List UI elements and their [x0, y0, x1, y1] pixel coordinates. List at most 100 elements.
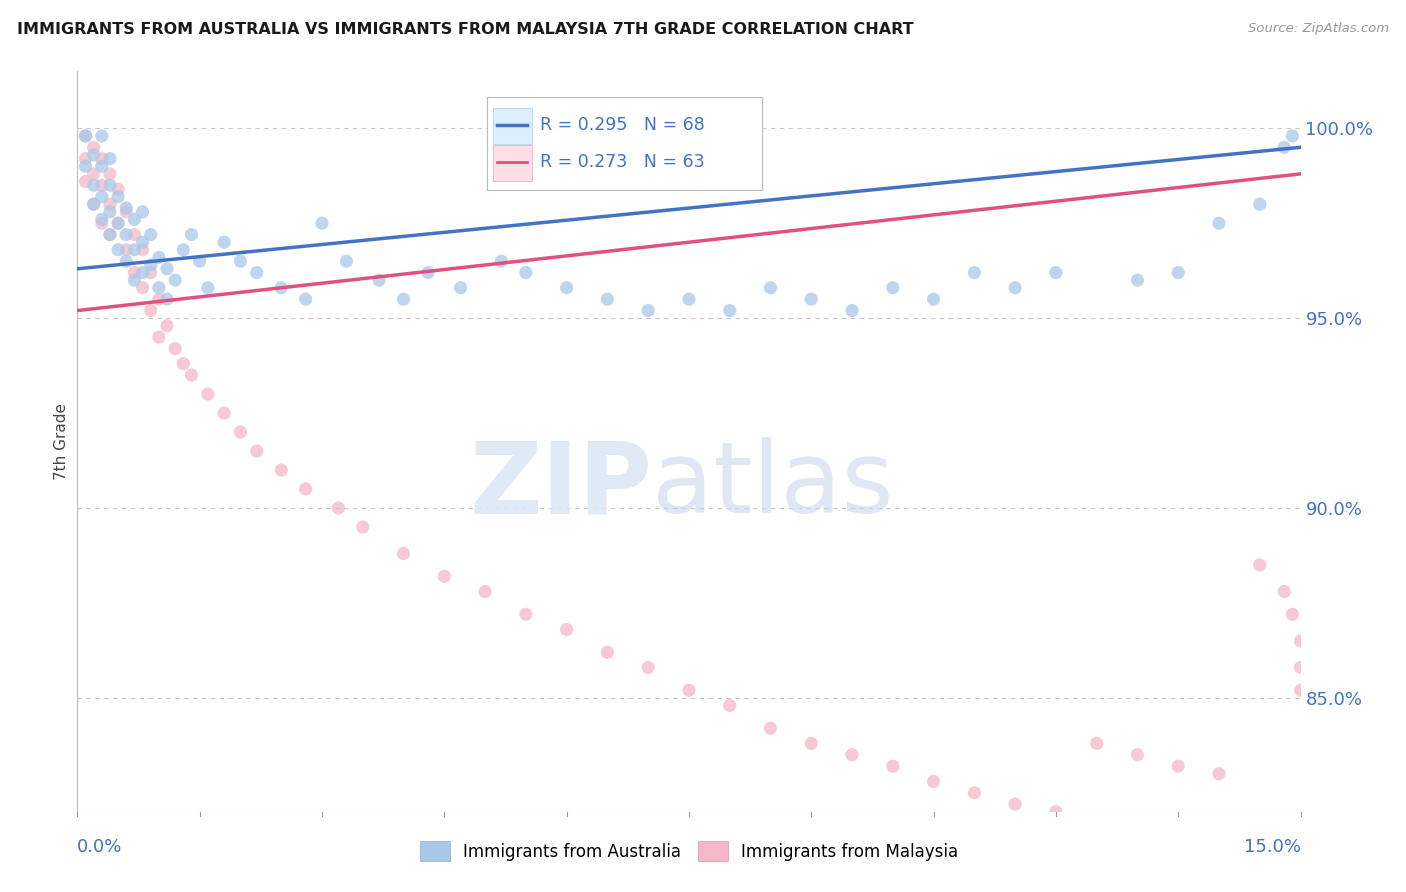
- FancyBboxPatch shape: [494, 145, 533, 181]
- Point: [98, 227, 121, 242]
- Point: [1281, 607, 1303, 622]
- FancyBboxPatch shape: [486, 97, 762, 190]
- Point: [98, 197, 121, 211]
- Point: [98, 178, 121, 193]
- Point: [718, 698, 741, 713]
- Point: [678, 292, 700, 306]
- Point: [90, 178, 112, 193]
- Point: [335, 254, 357, 268]
- Point: [188, 254, 211, 268]
- Point: [229, 425, 252, 439]
- Point: [83, 197, 105, 211]
- Point: [156, 261, 179, 276]
- Point: [131, 235, 153, 250]
- FancyBboxPatch shape: [494, 109, 533, 144]
- Point: [83, 140, 105, 154]
- Point: [491, 254, 513, 268]
- Point: [882, 759, 904, 773]
- Text: 15.0%: 15.0%: [1243, 838, 1301, 855]
- Point: [882, 281, 904, 295]
- Point: [294, 482, 316, 496]
- Point: [433, 569, 456, 583]
- Text: R = 0.273   N = 63: R = 0.273 N = 63: [540, 153, 704, 171]
- Point: [1167, 759, 1189, 773]
- Point: [75, 128, 97, 143]
- Point: [124, 266, 146, 280]
- Point: [1281, 128, 1303, 143]
- Point: [368, 273, 391, 287]
- Point: [392, 292, 415, 306]
- Point: [83, 178, 105, 193]
- Point: [115, 254, 138, 268]
- Point: [180, 227, 202, 242]
- Point: [759, 281, 782, 295]
- Point: [115, 243, 138, 257]
- Point: [1085, 736, 1108, 750]
- Point: [98, 227, 121, 242]
- Point: [115, 204, 138, 219]
- Point: [294, 292, 316, 306]
- Point: [718, 303, 741, 318]
- Point: [107, 182, 129, 196]
- Point: [1289, 683, 1312, 698]
- Point: [115, 201, 138, 215]
- Point: [515, 266, 537, 280]
- Point: [637, 303, 659, 318]
- Point: [1208, 216, 1230, 230]
- Point: [172, 243, 194, 257]
- Point: [139, 266, 162, 280]
- Text: ZIP: ZIP: [470, 437, 652, 534]
- Point: [131, 243, 153, 257]
- Point: [637, 660, 659, 674]
- Point: [1126, 273, 1149, 287]
- Point: [107, 216, 129, 230]
- Point: [148, 281, 170, 295]
- Point: [98, 204, 121, 219]
- Point: [90, 128, 112, 143]
- Point: [148, 251, 170, 265]
- Point: [90, 159, 112, 173]
- Point: [107, 189, 129, 203]
- Point: [841, 303, 863, 318]
- Point: [555, 281, 578, 295]
- Point: [165, 342, 187, 356]
- Point: [1167, 266, 1189, 280]
- Point: [212, 235, 235, 250]
- Point: [800, 736, 823, 750]
- Point: [115, 227, 138, 242]
- Point: [75, 128, 97, 143]
- Point: [1004, 281, 1026, 295]
- Point: [197, 387, 219, 401]
- Point: [474, 584, 496, 599]
- Point: [156, 318, 179, 333]
- Point: [246, 444, 269, 458]
- Point: [392, 547, 415, 561]
- Point: [83, 167, 105, 181]
- Point: [131, 204, 153, 219]
- Point: [841, 747, 863, 762]
- Point: [1249, 197, 1271, 211]
- Text: atlas: atlas: [652, 437, 894, 534]
- Point: [1004, 797, 1026, 811]
- Point: [1045, 805, 1067, 819]
- Point: [1289, 633, 1312, 648]
- Point: [1272, 584, 1295, 599]
- Point: [75, 159, 97, 173]
- Point: [678, 683, 700, 698]
- Point: [124, 243, 146, 257]
- Point: [450, 281, 472, 295]
- Point: [139, 303, 162, 318]
- Point: [922, 292, 945, 306]
- Point: [515, 607, 537, 622]
- Point: [83, 148, 105, 162]
- Point: [75, 152, 97, 166]
- Point: [1208, 766, 1230, 780]
- Point: [90, 152, 112, 166]
- Point: [328, 500, 350, 515]
- Point: [124, 212, 146, 227]
- Point: [90, 189, 112, 203]
- Point: [311, 216, 333, 230]
- Point: [212, 406, 235, 420]
- Point: [148, 330, 170, 344]
- Text: IMMIGRANTS FROM AUSTRALIA VS IMMIGRANTS FROM MALAYSIA 7TH GRADE CORRELATION CHAR: IMMIGRANTS FROM AUSTRALIA VS IMMIGRANTS …: [17, 22, 914, 37]
